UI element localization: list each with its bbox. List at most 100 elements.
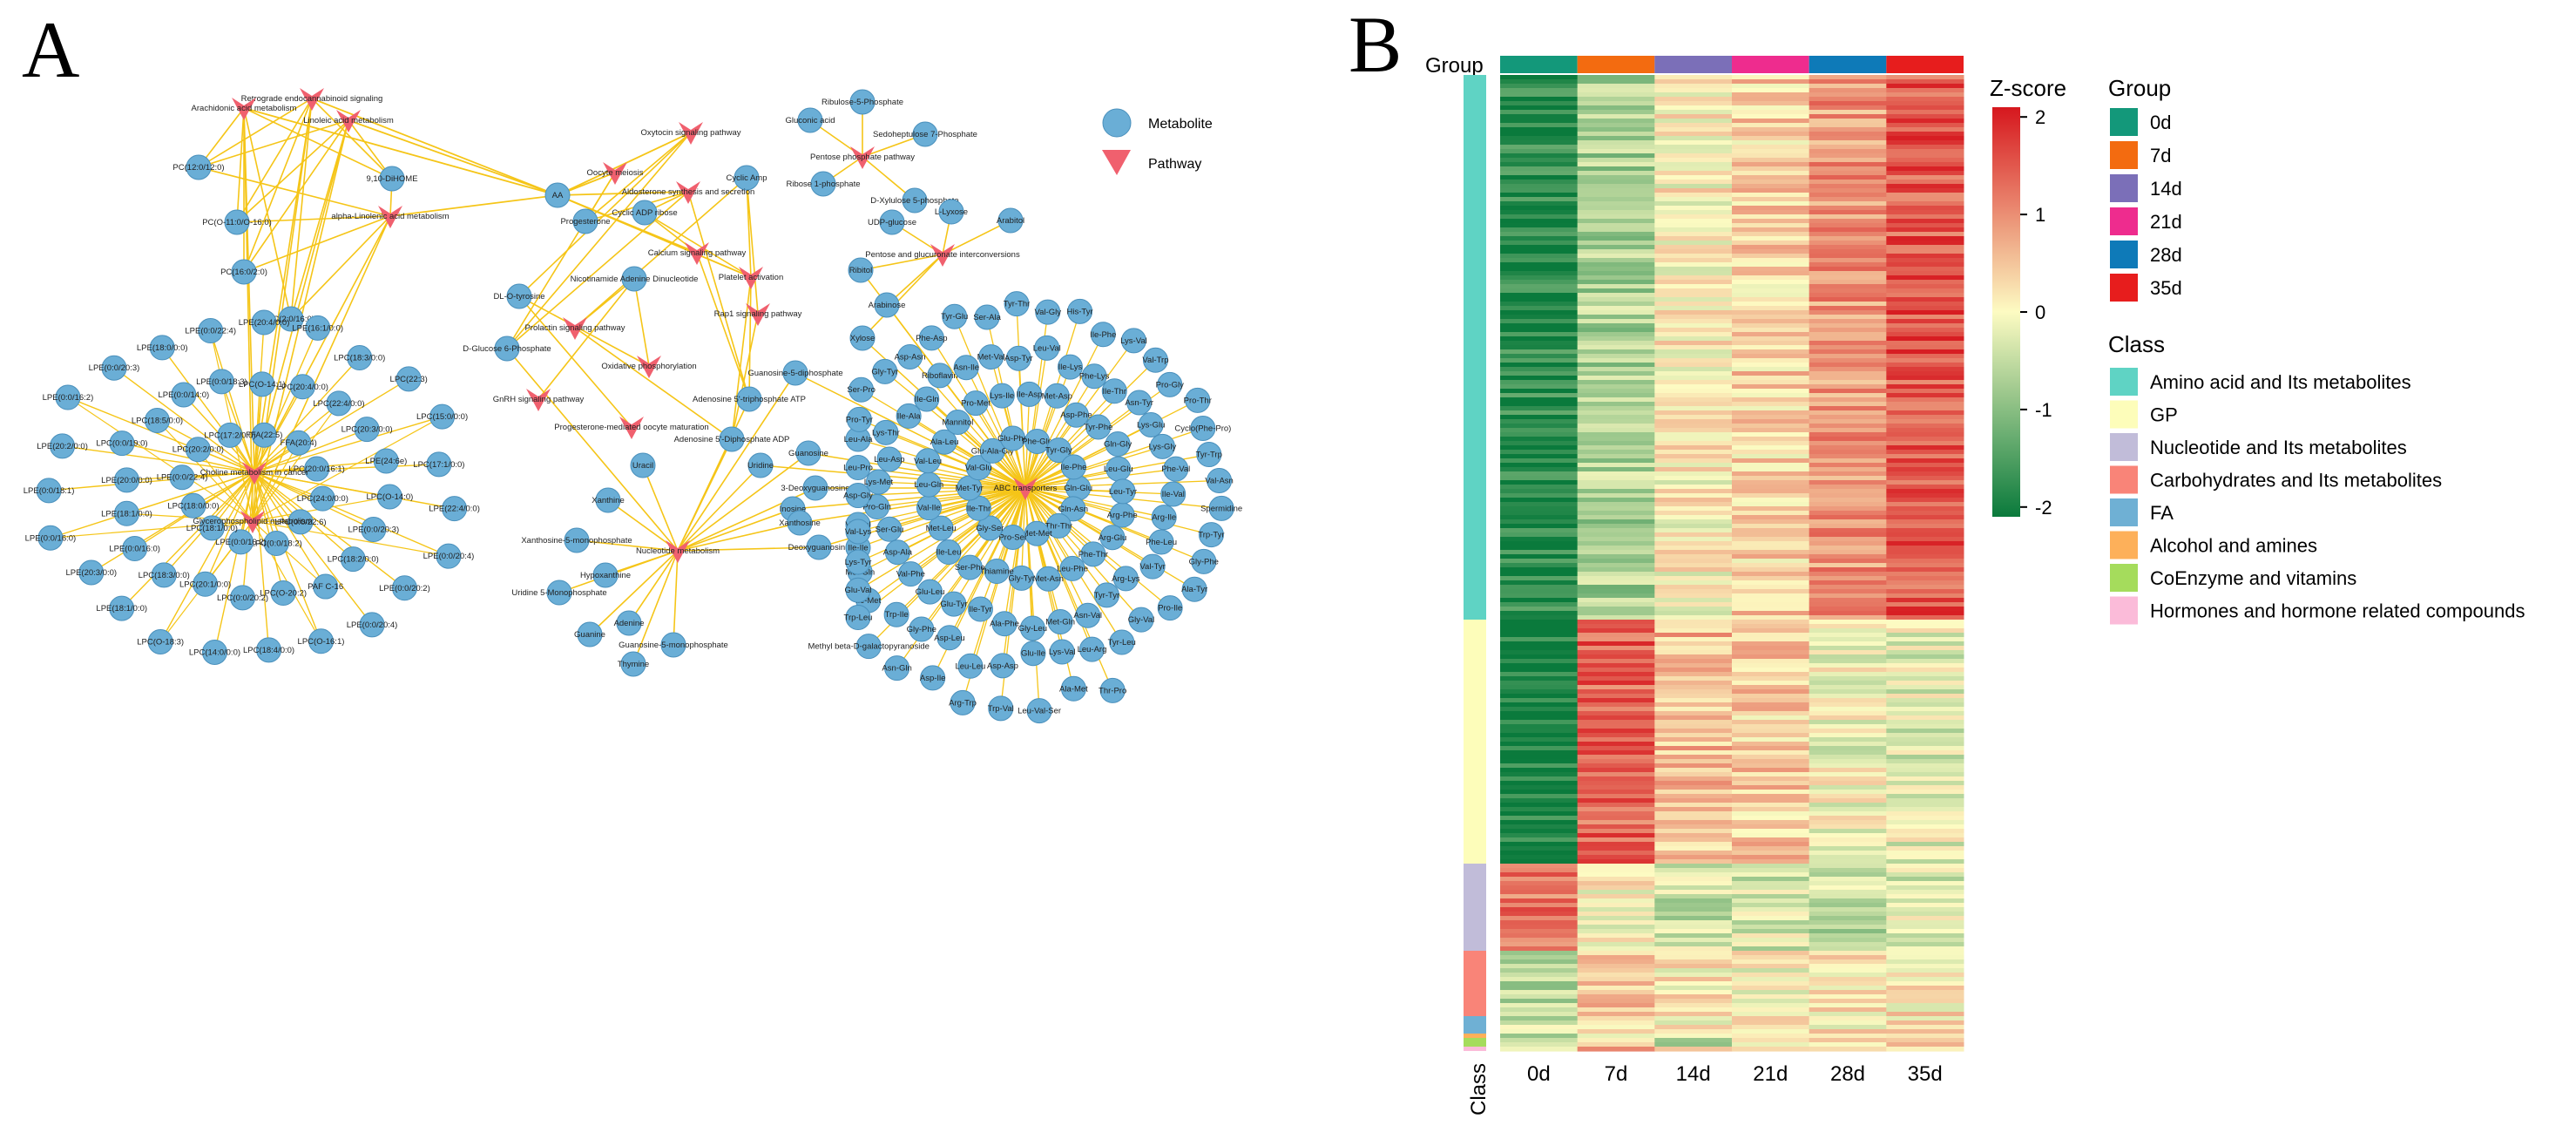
heatmap-cell: [1654, 720, 1733, 725]
heatmap-cell: [1654, 563, 1733, 568]
heatmap-cell: [1809, 275, 1887, 281]
network-edge: [1024, 487, 1126, 580]
heatmap-cell: [1500, 929, 1579, 934]
metabolite-label: Leu-Pro: [843, 464, 873, 473]
heatmap-cell: [1732, 659, 1810, 664]
metabolite-label: 3-Deoxyguanosine: [781, 484, 849, 493]
heatmap-cell: [1654, 467, 1733, 472]
group-legend-item-35d: 35d: [2110, 274, 2182, 302]
heatmap-cell: [1577, 1020, 1655, 1026]
class-legend: Class Amino acid and Its metabolitesGPNu…: [2108, 331, 2525, 625]
heatmap-cell: [1809, 97, 1887, 102]
heatmap-cell: [1577, 641, 1655, 647]
heatmap-cell: [1654, 715, 1733, 721]
pathway-marker: [1013, 478, 1038, 500]
metabolite-node-phe-gln: Phe-Gln: [1022, 428, 1052, 454]
heatmap-cell: [1886, 349, 1964, 355]
heatmap-row: [1500, 881, 1964, 886]
metabolite-circle: [36, 478, 62, 504]
metabolite-label: Ile-Thr: [1103, 387, 1126, 397]
heatmap-cell: [1500, 367, 1579, 372]
pathway-label: Choline metabolism in cancer: [200, 468, 309, 478]
heatmap-cell: [1732, 175, 1810, 180]
metabolite-label: Val-Ile: [917, 504, 940, 513]
heatmap-cell: [1577, 297, 1655, 302]
heatmap-cell: [1886, 493, 1964, 498]
metabolite-label: Tyr-Gly: [1045, 446, 1072, 456]
heatmap-cell: [1500, 214, 1579, 220]
heatmap-row: [1500, 502, 1964, 507]
heatmap-cell: [1732, 476, 1810, 481]
metabolite-label: LPE(20:3/0:0): [65, 568, 117, 578]
heatmap-row: [1500, 938, 1964, 943]
heatmap-cell: [1654, 550, 1733, 555]
metabolite-label: LPE(0:0/18:3): [196, 377, 247, 387]
heatmap-cell: [1732, 938, 1810, 943]
heatmap-cell: [1809, 550, 1887, 555]
heatmap-cell: [1654, 502, 1733, 507]
heatmap-cell: [1500, 711, 1579, 716]
heatmap-cell: [1886, 999, 1964, 1004]
metabolite-node-lpc-o-20-2: LPC(O-20:2): [260, 580, 307, 607]
heatmap-cell: [1654, 254, 1733, 259]
heatmap-cell: [1809, 162, 1887, 167]
heatmap-cell: [1500, 624, 1579, 629]
class-annotation-bar: [1464, 75, 1486, 1051]
heatmap-cell: [1500, 685, 1579, 690]
metabolite-label: PAF C-16: [308, 582, 343, 592]
heatmap-cell: [1577, 811, 1655, 817]
heatmap-cell: [1732, 406, 1810, 411]
metabolite-circle: [845, 577, 871, 603]
heatmap-cell: [1577, 114, 1655, 119]
network-edge: [991, 356, 1026, 489]
heatmap-cell: [1732, 397, 1810, 403]
heatmap-cell: [1732, 1038, 1810, 1043]
heatmap-cell: [1886, 628, 1964, 634]
heatmap-cell: [1500, 532, 1579, 538]
metabolite-circle: [426, 451, 452, 478]
heatmap-cell: [1886, 746, 1964, 751]
heatmap-cell: [1809, 602, 1887, 607]
metabolite-label: Ser-Glu: [876, 525, 904, 534]
heatmap-row: [1500, 123, 1964, 128]
heatmap-cell: [1577, 585, 1655, 590]
metabolite-node-guanosine-5-monophosphate: Guanosine-5-monophosphate: [619, 632, 728, 658]
metabolite-node-thiamine: Thiamine: [980, 559, 1014, 585]
metabolite-label: Cyclo(Phe-Pro): [1174, 424, 1231, 433]
heatmap-cell: [1809, 903, 1887, 908]
heatmap-row: [1500, 445, 1964, 451]
heatmap-cell: [1732, 193, 1810, 198]
metabolite-node-lpc-0-0-18-2: LPC(0:0/18:2): [251, 530, 302, 556]
heatmap-cell: [1732, 864, 1810, 869]
heatmap-cell: [1732, 1025, 1810, 1030]
heatmap-cell: [1886, 354, 1964, 359]
heatmap-cell: [1654, 554, 1733, 559]
heatmap-cell: [1886, 537, 1964, 542]
heatmap-cell: [1886, 84, 1964, 89]
heatmap-cell: [1809, 232, 1887, 237]
class-legend-swatch: [2110, 433, 2138, 461]
heatmap-cell: [1654, 763, 1733, 769]
heatmap-cell: [1886, 903, 1964, 908]
heatmap-cell: [1809, 733, 1887, 738]
heatmap-cell: [1732, 284, 1810, 289]
heatmap-cell: [1732, 184, 1810, 189]
heatmap-cell: [1654, 593, 1733, 599]
heatmap-cell: [1654, 140, 1733, 146]
heatmap-cell: [1732, 354, 1810, 359]
heatmap-cell: [1732, 580, 1810, 586]
heatmap-cell: [1500, 180, 1579, 185]
heatmap-row: [1500, 441, 1964, 446]
network-edge: [518, 132, 692, 297]
heatmap-cell: [1500, 920, 1579, 925]
column-label-35d: 35d: [1908, 1062, 1943, 1086]
heatmap-cell: [1886, 938, 1964, 943]
heatmap-cell: [1732, 624, 1810, 629]
metabolite-circle: [795, 440, 821, 466]
heatmap-cell: [1500, 302, 1579, 307]
heatmap-cell: [1809, 1007, 1887, 1013]
heatmap-cell: [1577, 210, 1655, 215]
class-bar-nucleotide-and-its-metabolites: [1464, 864, 1486, 951]
metabolite-node-gly-tyr: Gly-Tyr: [871, 358, 898, 384]
heatmap-cell: [1886, 868, 1964, 873]
